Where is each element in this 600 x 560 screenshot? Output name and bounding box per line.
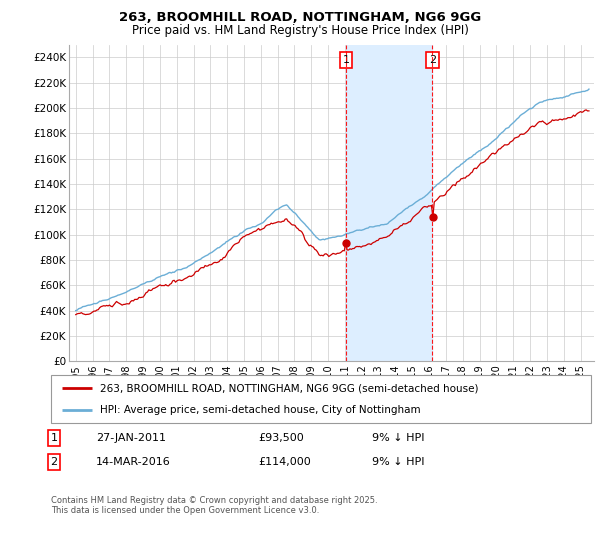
Text: £114,000: £114,000 (258, 457, 311, 467)
Text: 9% ↓ HPI: 9% ↓ HPI (372, 457, 425, 467)
Text: Contains HM Land Registry data © Crown copyright and database right 2025.
This d: Contains HM Land Registry data © Crown c… (51, 496, 377, 515)
Text: £93,500: £93,500 (258, 433, 304, 443)
Text: HPI: Average price, semi-detached house, City of Nottingham: HPI: Average price, semi-detached house,… (100, 405, 420, 415)
Text: 27-JAN-2011: 27-JAN-2011 (96, 433, 166, 443)
Text: 9% ↓ HPI: 9% ↓ HPI (372, 433, 425, 443)
Text: 14-MAR-2016: 14-MAR-2016 (96, 457, 171, 467)
Text: 1: 1 (343, 55, 350, 65)
Text: 263, BROOMHILL ROAD, NOTTINGHAM, NG6 9GG (semi-detached house): 263, BROOMHILL ROAD, NOTTINGHAM, NG6 9GG… (100, 383, 478, 393)
Text: 2: 2 (429, 55, 436, 65)
Text: 1: 1 (50, 433, 58, 443)
Text: 263, BROOMHILL ROAD, NOTTINGHAM, NG6 9GG: 263, BROOMHILL ROAD, NOTTINGHAM, NG6 9GG (119, 11, 481, 24)
Bar (346, 45, 433, 361)
Text: 2: 2 (50, 457, 58, 467)
Text: Price paid vs. HM Land Registry's House Price Index (HPI): Price paid vs. HM Land Registry's House … (131, 24, 469, 37)
FancyBboxPatch shape (51, 375, 591, 423)
